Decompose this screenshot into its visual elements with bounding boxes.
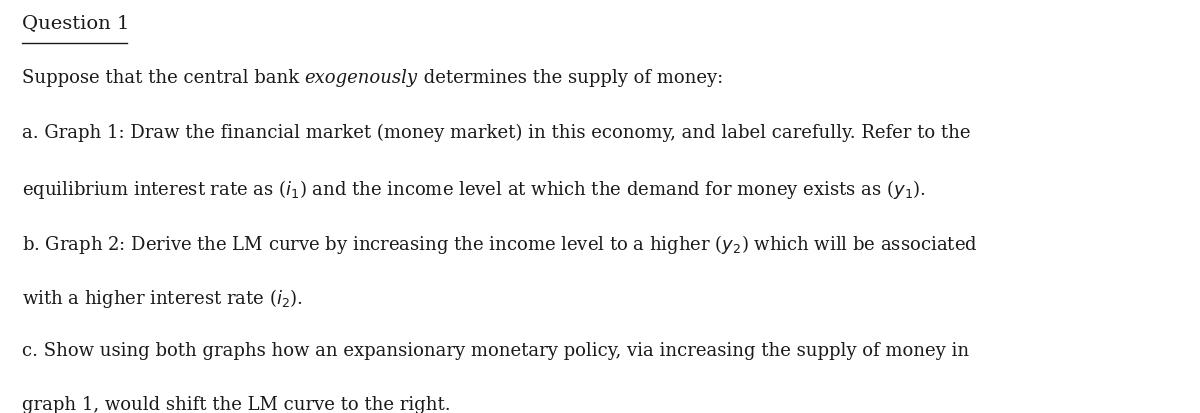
Text: Question 1: Question 1 <box>22 14 128 33</box>
Text: a. Graph 1: Draw the financial market (money market) in this economy, and label : a. Graph 1: Draw the financial market (m… <box>22 123 970 142</box>
Text: with a higher interest rate ($i_2$).: with a higher interest rate ($i_2$). <box>22 287 302 310</box>
Text: equilibrium interest rate as ($i_1$) and the income level at which the demand fo: equilibrium interest rate as ($i_1$) and… <box>22 178 925 201</box>
Text: graph 1, would shift the LM curve to the right.: graph 1, would shift the LM curve to the… <box>22 396 450 413</box>
Text: c. Show using both graphs how an expansionary monetary policy, via increasing th: c. Show using both graphs how an expansi… <box>22 342 968 360</box>
Text: exogenously: exogenously <box>305 69 418 87</box>
Text: b. Graph 2: Derive the LM curve by increasing the income level to a higher ($y_2: b. Graph 2: Derive the LM curve by incre… <box>22 233 977 256</box>
Text: Suppose that the central bank: Suppose that the central bank <box>22 69 305 87</box>
Text: determines the supply of money:: determines the supply of money: <box>418 69 722 87</box>
